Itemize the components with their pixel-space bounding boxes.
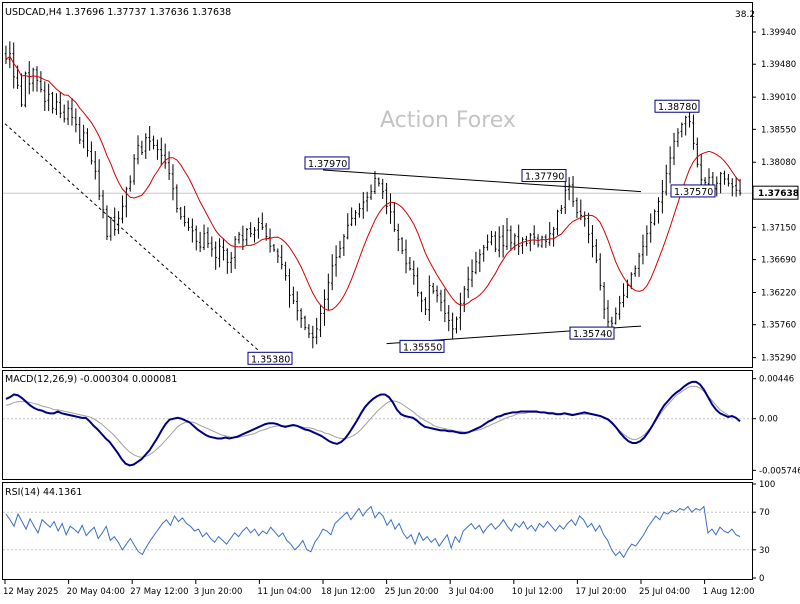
price-layer: 1.35380 1.37970 1.35550 1.37790 1.35740 1.387… — [3, 41, 752, 365]
axis-layer: 1.39940 1.39480 1.39010 1.38550 1.38080 1.376… — [3, 28, 800, 597]
time-tick-label: 17 Jul 20:00 — [575, 587, 626, 597]
price-annotation-label: 1.35550 — [403, 342, 442, 353]
price-annotation-label: 1.37570 — [674, 187, 713, 198]
price-annotation-label: 1.37790 — [525, 172, 564, 183]
time-tick-label: 10 Jul 12:00 — [512, 587, 563, 597]
price-annotation-box — [247, 351, 293, 365]
time-tick-label: 25 Jul 04:00 — [639, 587, 690, 597]
rsi-label: RSI(14) 44.1361 — [5, 487, 82, 498]
macd-tick-label: 0.00 — [759, 415, 778, 425]
rsi-tick-label: 100 — [759, 480, 775, 490]
price-annotation-box — [569, 326, 615, 340]
price-annotation-box — [399, 339, 445, 353]
price-annotation-label: 1.35740 — [573, 329, 612, 340]
time-tick-label: 12 May 2025 — [3, 587, 58, 597]
rsi-layer — [3, 505, 752, 559]
price-annotation-box — [304, 156, 350, 170]
price-tick-label: 1.35290 — [761, 354, 796, 364]
price-tick-label: 1.39940 — [761, 28, 796, 38]
time-tick-label: 1 Aug 12:00 — [703, 587, 755, 597]
price-tick-label: 1.36690 — [761, 256, 796, 266]
rsi-panel-frame — [2, 482, 753, 580]
current-price-label: 1.37638 — [758, 189, 799, 199]
moving-average-line — [5, 55, 741, 311]
rsi-tick-label: 0 — [759, 574, 764, 584]
price-annotation-label: 1.38780 — [658, 102, 697, 113]
symbol-info: USDCAD,H4 1.37696 1.37737 1.37636 1.3763… — [5, 7, 231, 18]
price-tick-label: 1.37150 — [761, 223, 796, 233]
price-annotation-box — [670, 184, 716, 198]
price-tick-label: 1.39010 — [761, 93, 796, 103]
price-tick-label: 1.38080 — [761, 158, 796, 168]
rsi-tick-label: 70 — [759, 508, 770, 518]
trendline — [322, 169, 642, 193]
price-annotation-label: 1.37970 — [308, 159, 347, 170]
price-tick-label: 1.36220 — [761, 288, 796, 298]
watermark: Action Forex — [380, 108, 516, 133]
macd-tick-label: 0.00446 — [759, 375, 794, 385]
macd-layer — [3, 380, 752, 467]
time-tick-label: 3 Jun 20:00 — [194, 587, 243, 597]
price-annotation-box — [654, 99, 700, 113]
price-annotation-box — [521, 169, 567, 183]
macd-signal-line — [5, 385, 737, 458]
time-tick-label: 11 Jun 04:00 — [257, 587, 311, 597]
trendline — [4, 123, 260, 352]
corner-value: 38.2 — [735, 10, 755, 20]
price-tick-label: 1.35760 — [761, 321, 796, 331]
macd-panel-frame — [2, 370, 753, 480]
time-tick-label: 3 Jul 04:00 — [448, 587, 494, 597]
macd-main-line — [5, 380, 741, 467]
time-tick-label: 18 Jun 12:00 — [321, 587, 375, 597]
current-price-box — [752, 185, 799, 200]
rsi-line — [5, 505, 741, 559]
price-tick-label: 1.38550 — [761, 125, 796, 135]
price-annotation-label: 1.35380 — [251, 354, 290, 365]
price-tick-label: 1.39480 — [761, 60, 796, 70]
macd-label: MACD(12,26,9) -0.000304 0.000081 — [5, 374, 177, 385]
macd-tick-label: -0.005746 — [759, 466, 800, 476]
rsi-tick-label: 30 — [759, 546, 770, 556]
time-tick-label: 20 May 04:00 — [67, 587, 125, 597]
time-tick-label: 27 May 12:00 — [130, 587, 188, 597]
time-tick-label: 25 Jun 20:00 — [385, 587, 439, 597]
price-panel-frame — [2, 2, 753, 368]
